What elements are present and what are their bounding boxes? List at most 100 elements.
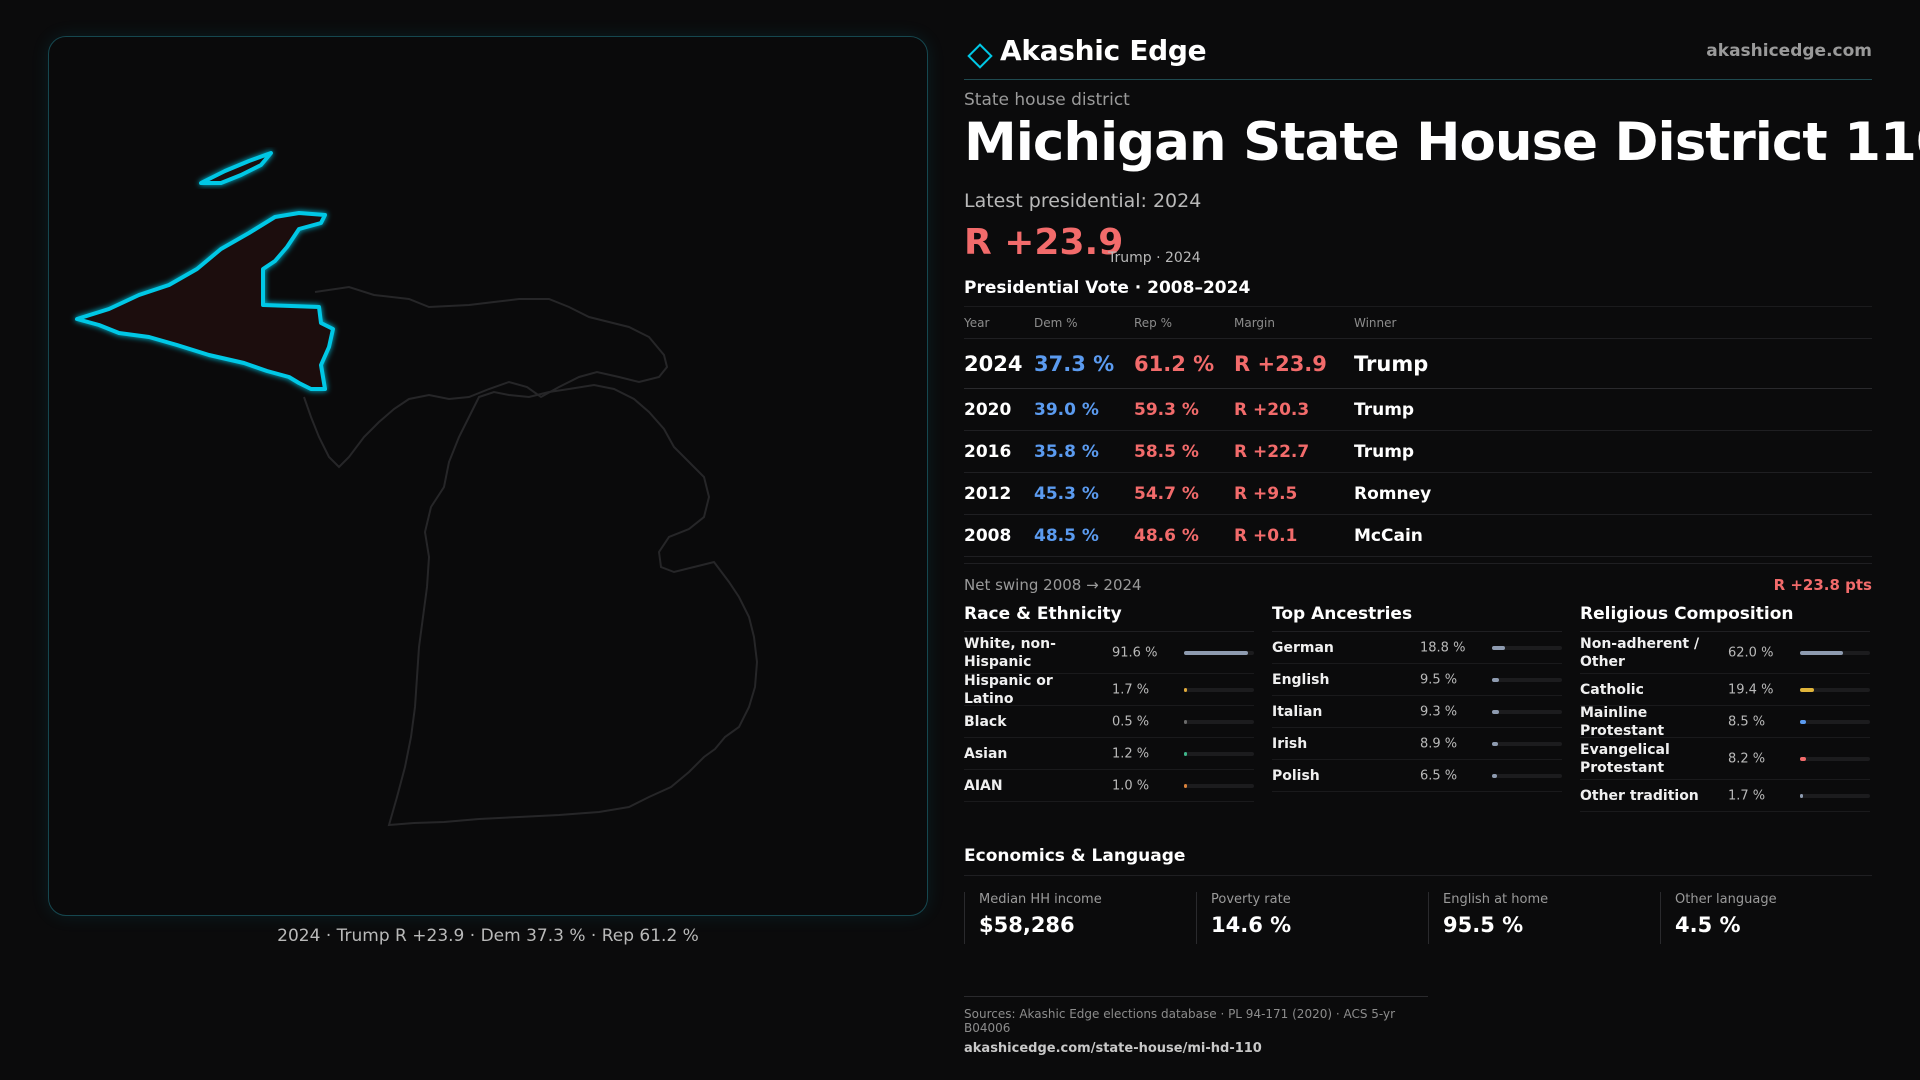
item-pct: 18.8 % <box>1420 640 1466 655</box>
state-outline <box>303 285 669 469</box>
net-swing-value: R +23.8 pts <box>1773 576 1872 594</box>
item-bar-fill <box>1800 793 1803 798</box>
item-bar-fill <box>1184 751 1187 756</box>
net-swing-row: Net swing 2008 → 2024 R +23.8 pts <box>964 563 1872 603</box>
presidential-vote-title: Presidential Vote · 2008–2024 <box>964 278 1251 298</box>
presidential-vote-table: Year Dem % Rep % Margin Winner 2024 37.3… <box>964 306 1872 557</box>
item-bar <box>1492 677 1562 682</box>
isle-royale-highlight[interactable] <box>199 151 273 185</box>
item-bar-fill <box>1492 773 1497 778</box>
header-rep: Rep % <box>1134 315 1173 330</box>
economics-title: Economics & Language <box>964 846 1186 866</box>
cell-rep: 61.2 % <box>1134 351 1215 376</box>
item-pct: 1.0 % <box>1112 778 1150 793</box>
cell-margin: R +0.1 <box>1234 525 1298 546</box>
table-row: 2020 39.0 % 59.3 % R +20.3 Trump <box>964 389 1872 431</box>
item-bar-fill <box>1800 687 1814 692</box>
brand-url[interactable]: akashicedge.com <box>1706 41 1872 61</box>
header-margin: Margin <box>1234 315 1275 330</box>
map-caption: 2024 · Trump R +23.9 · Dem 37.3 % · Rep … <box>277 926 699 946</box>
item-bar <box>1492 773 1562 778</box>
item-bar-fill <box>1800 650 1844 655</box>
district-map[interactable] <box>49 37 929 917</box>
footer: Sources: Akashic Edge elections database… <box>964 996 1428 1056</box>
cell-dem: 39.0 % <box>1034 399 1099 420</box>
footer-url[interactable]: akashicedge.com/state-house/mi-hd-110 <box>964 1041 1262 1056</box>
cell-year: 2016 <box>964 441 1012 462</box>
list-item: Asian 1.2 % <box>964 738 1254 770</box>
item-label: Hispanic or Latino <box>964 672 1053 707</box>
item-label: Other tradition <box>1580 787 1699 804</box>
item-label: Non-adherent / Other <box>1580 635 1700 670</box>
item-bar <box>1184 687 1254 692</box>
item-bar <box>1492 645 1562 650</box>
item-label: Italian <box>1272 703 1323 720</box>
cell-winner: Trump <box>1354 351 1429 376</box>
item-pct: 62.0 % <box>1728 645 1774 660</box>
page-title: Michigan State House District 110 <box>964 112 1920 173</box>
item-pct: 6.5 % <box>1420 768 1458 783</box>
stat-value: 14.6 % <box>1211 913 1292 937</box>
cell-winner: Romney <box>1354 483 1432 504</box>
item-label: Polish <box>1272 767 1320 784</box>
item-pct: 91.6 % <box>1112 645 1158 660</box>
cell-rep: 59.3 % <box>1134 399 1199 420</box>
list-item: Mainline Protestant 8.5 % <box>1580 705 1870 739</box>
brand-name: Akashic Edge <box>1000 34 1207 67</box>
item-bar-fill <box>1800 719 1806 724</box>
list-item: Black 0.5 % <box>964 706 1254 738</box>
list-item: Irish 8.9 % <box>1272 728 1562 760</box>
header-winner: Winner <box>1354 315 1397 330</box>
map-panel[interactable] <box>48 36 928 916</box>
item-label: German <box>1272 639 1334 656</box>
item-label: Irish <box>1272 735 1308 752</box>
ancestries-section: Top Ancestries German 18.8 % English 9.5… <box>1272 600 1562 792</box>
item-bar <box>1800 756 1870 761</box>
item-bar <box>1492 709 1562 714</box>
list-item: German 18.8 % <box>1272 632 1562 664</box>
cell-dem: 45.3 % <box>1034 483 1099 504</box>
stat-label: Other language <box>1675 892 1777 907</box>
latest-margin: R +23.9 <box>964 222 1124 263</box>
cell-dem: 35.8 % <box>1034 441 1099 462</box>
divider <box>964 875 1872 876</box>
cell-year: 2008 <box>964 525 1012 546</box>
stat-label: English at home <box>1443 892 1549 907</box>
item-pct: 8.5 % <box>1728 714 1766 729</box>
latest-margin-winner: Trump · 2024 <box>1108 250 1201 266</box>
info-panel: Akashic Edge akashicedge.com State house… <box>964 0 1920 1080</box>
item-bar-fill <box>1184 783 1187 788</box>
item-pct: 0.5 % <box>1112 714 1150 729</box>
list-item: Non-adherent / Other 62.0 % <box>1580 632 1870 674</box>
stat-label: Poverty rate <box>1211 892 1291 907</box>
cell-year: 2024 <box>964 351 1023 376</box>
religious-composition-section: Religious Composition Non-adherent / Oth… <box>1580 600 1870 812</box>
item-bar-fill <box>1492 741 1499 746</box>
item-pct: 19.4 % <box>1728 682 1774 697</box>
cell-dem: 48.5 % <box>1034 525 1099 546</box>
ancestries-title: Top Ancestries <box>1272 600 1562 632</box>
lower-peninsula-outline <box>387 383 759 827</box>
list-item: English 9.5 % <box>1272 664 1562 696</box>
religious-composition-title: Religious Composition <box>1580 600 1870 632</box>
item-bar <box>1800 793 1870 798</box>
cell-year: 2020 <box>964 399 1012 420</box>
item-pct: 1.7 % <box>1112 682 1150 697</box>
header-year: Year <box>964 315 990 330</box>
item-bar-fill <box>1800 756 1806 761</box>
stat-median-income: Median HH income $58,286 <box>964 892 1192 944</box>
stat-poverty-rate: Poverty rate 14.6 % <box>1196 892 1424 944</box>
net-swing-label: Net swing 2008 → 2024 <box>964 576 1142 594</box>
item-bar-fill <box>1492 677 1499 682</box>
cell-winner: McCain <box>1354 525 1423 546</box>
item-bar <box>1184 751 1254 756</box>
list-item: AIAN 1.0 % <box>964 770 1254 802</box>
cell-winner: Trump <box>1354 399 1415 420</box>
header-dem: Dem % <box>1034 315 1078 330</box>
table-header: Year Dem % Rep % Margin Winner <box>964 307 1872 339</box>
stat-other-language: Other language 4.5 % <box>1660 892 1888 944</box>
list-item: Catholic 19.4 % <box>1580 674 1870 706</box>
item-label: White, non-Hispanic <box>964 635 1056 670</box>
district-highlight[interactable] <box>75 211 335 391</box>
item-bar <box>1800 719 1870 724</box>
